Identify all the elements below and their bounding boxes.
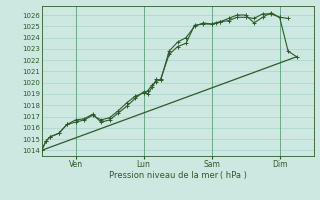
X-axis label: Pression niveau de la mer ( hPa ): Pression niveau de la mer ( hPa )	[109, 171, 246, 180]
